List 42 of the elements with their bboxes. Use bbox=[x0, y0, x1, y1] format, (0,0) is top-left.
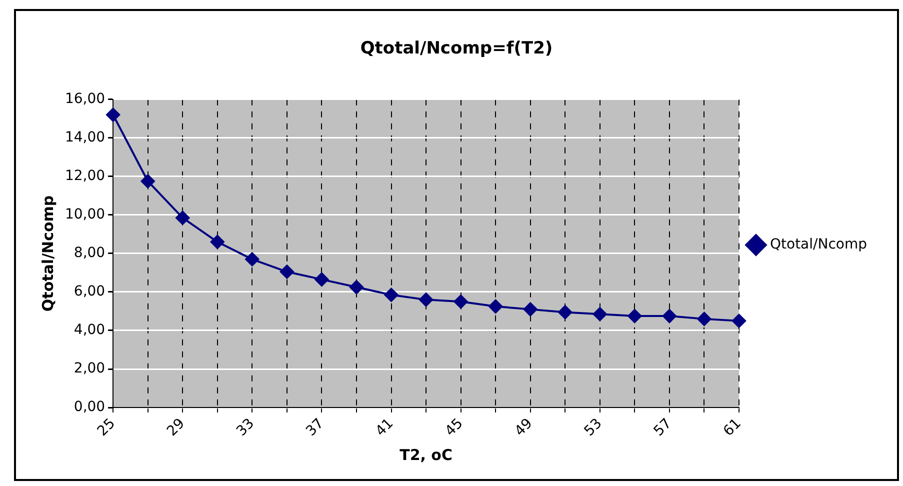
y-tick-label: 10,00 bbox=[64, 206, 106, 223]
y-tick-label: 0,00 bbox=[74, 399, 106, 416]
point bbox=[280, 264, 294, 279]
point bbox=[314, 272, 329, 286]
point bbox=[488, 299, 503, 314]
x-tick-label: 45 bbox=[442, 416, 466, 440]
y-tick-label: 8,00 bbox=[74, 245, 106, 262]
x-tick-label: 37 bbox=[303, 416, 328, 440]
x-tick-label: 57 bbox=[650, 416, 675, 440]
y-tick-label: 6,00 bbox=[74, 284, 106, 300]
point bbox=[592, 307, 607, 322]
point bbox=[697, 312, 712, 326]
x-tick-label: 49 bbox=[512, 416, 536, 440]
point bbox=[419, 292, 434, 307]
point bbox=[558, 305, 572, 320]
legend-label: Qtotal/Ncomp bbox=[770, 236, 868, 253]
point bbox=[732, 314, 746, 328]
point bbox=[523, 302, 538, 316]
x-tick-label: 53 bbox=[581, 416, 606, 440]
x-tick-label: 61 bbox=[720, 416, 744, 440]
y-tick-label: 2,00 bbox=[74, 360, 106, 377]
point bbox=[140, 174, 155, 188]
point bbox=[628, 309, 642, 324]
point bbox=[106, 108, 120, 122]
y-tick-label: 16,00 bbox=[64, 91, 106, 108]
y-tick-label: 4,00 bbox=[74, 322, 106, 338]
point bbox=[454, 294, 468, 309]
y-axis-title: Qtotal/Ncomp bbox=[38, 195, 57, 312]
chart-title: Qtotal/Ncomp=f(T2) bbox=[360, 38, 553, 59]
point bbox=[245, 252, 260, 266]
y-tick-label: 12,00 bbox=[64, 168, 106, 184]
x-tick-label: 33 bbox=[234, 416, 258, 440]
point bbox=[662, 309, 676, 324]
x-tick-label: 41 bbox=[372, 416, 397, 440]
point bbox=[384, 288, 398, 302]
x-axis-title: T2, oC bbox=[400, 446, 452, 464]
point bbox=[349, 280, 364, 294]
x-tick-label: 25 bbox=[94, 416, 118, 440]
point bbox=[176, 210, 190, 225]
point bbox=[210, 234, 224, 249]
y-tick-label: 14,00 bbox=[64, 130, 106, 146]
x-tick-label: 29 bbox=[164, 416, 188, 440]
